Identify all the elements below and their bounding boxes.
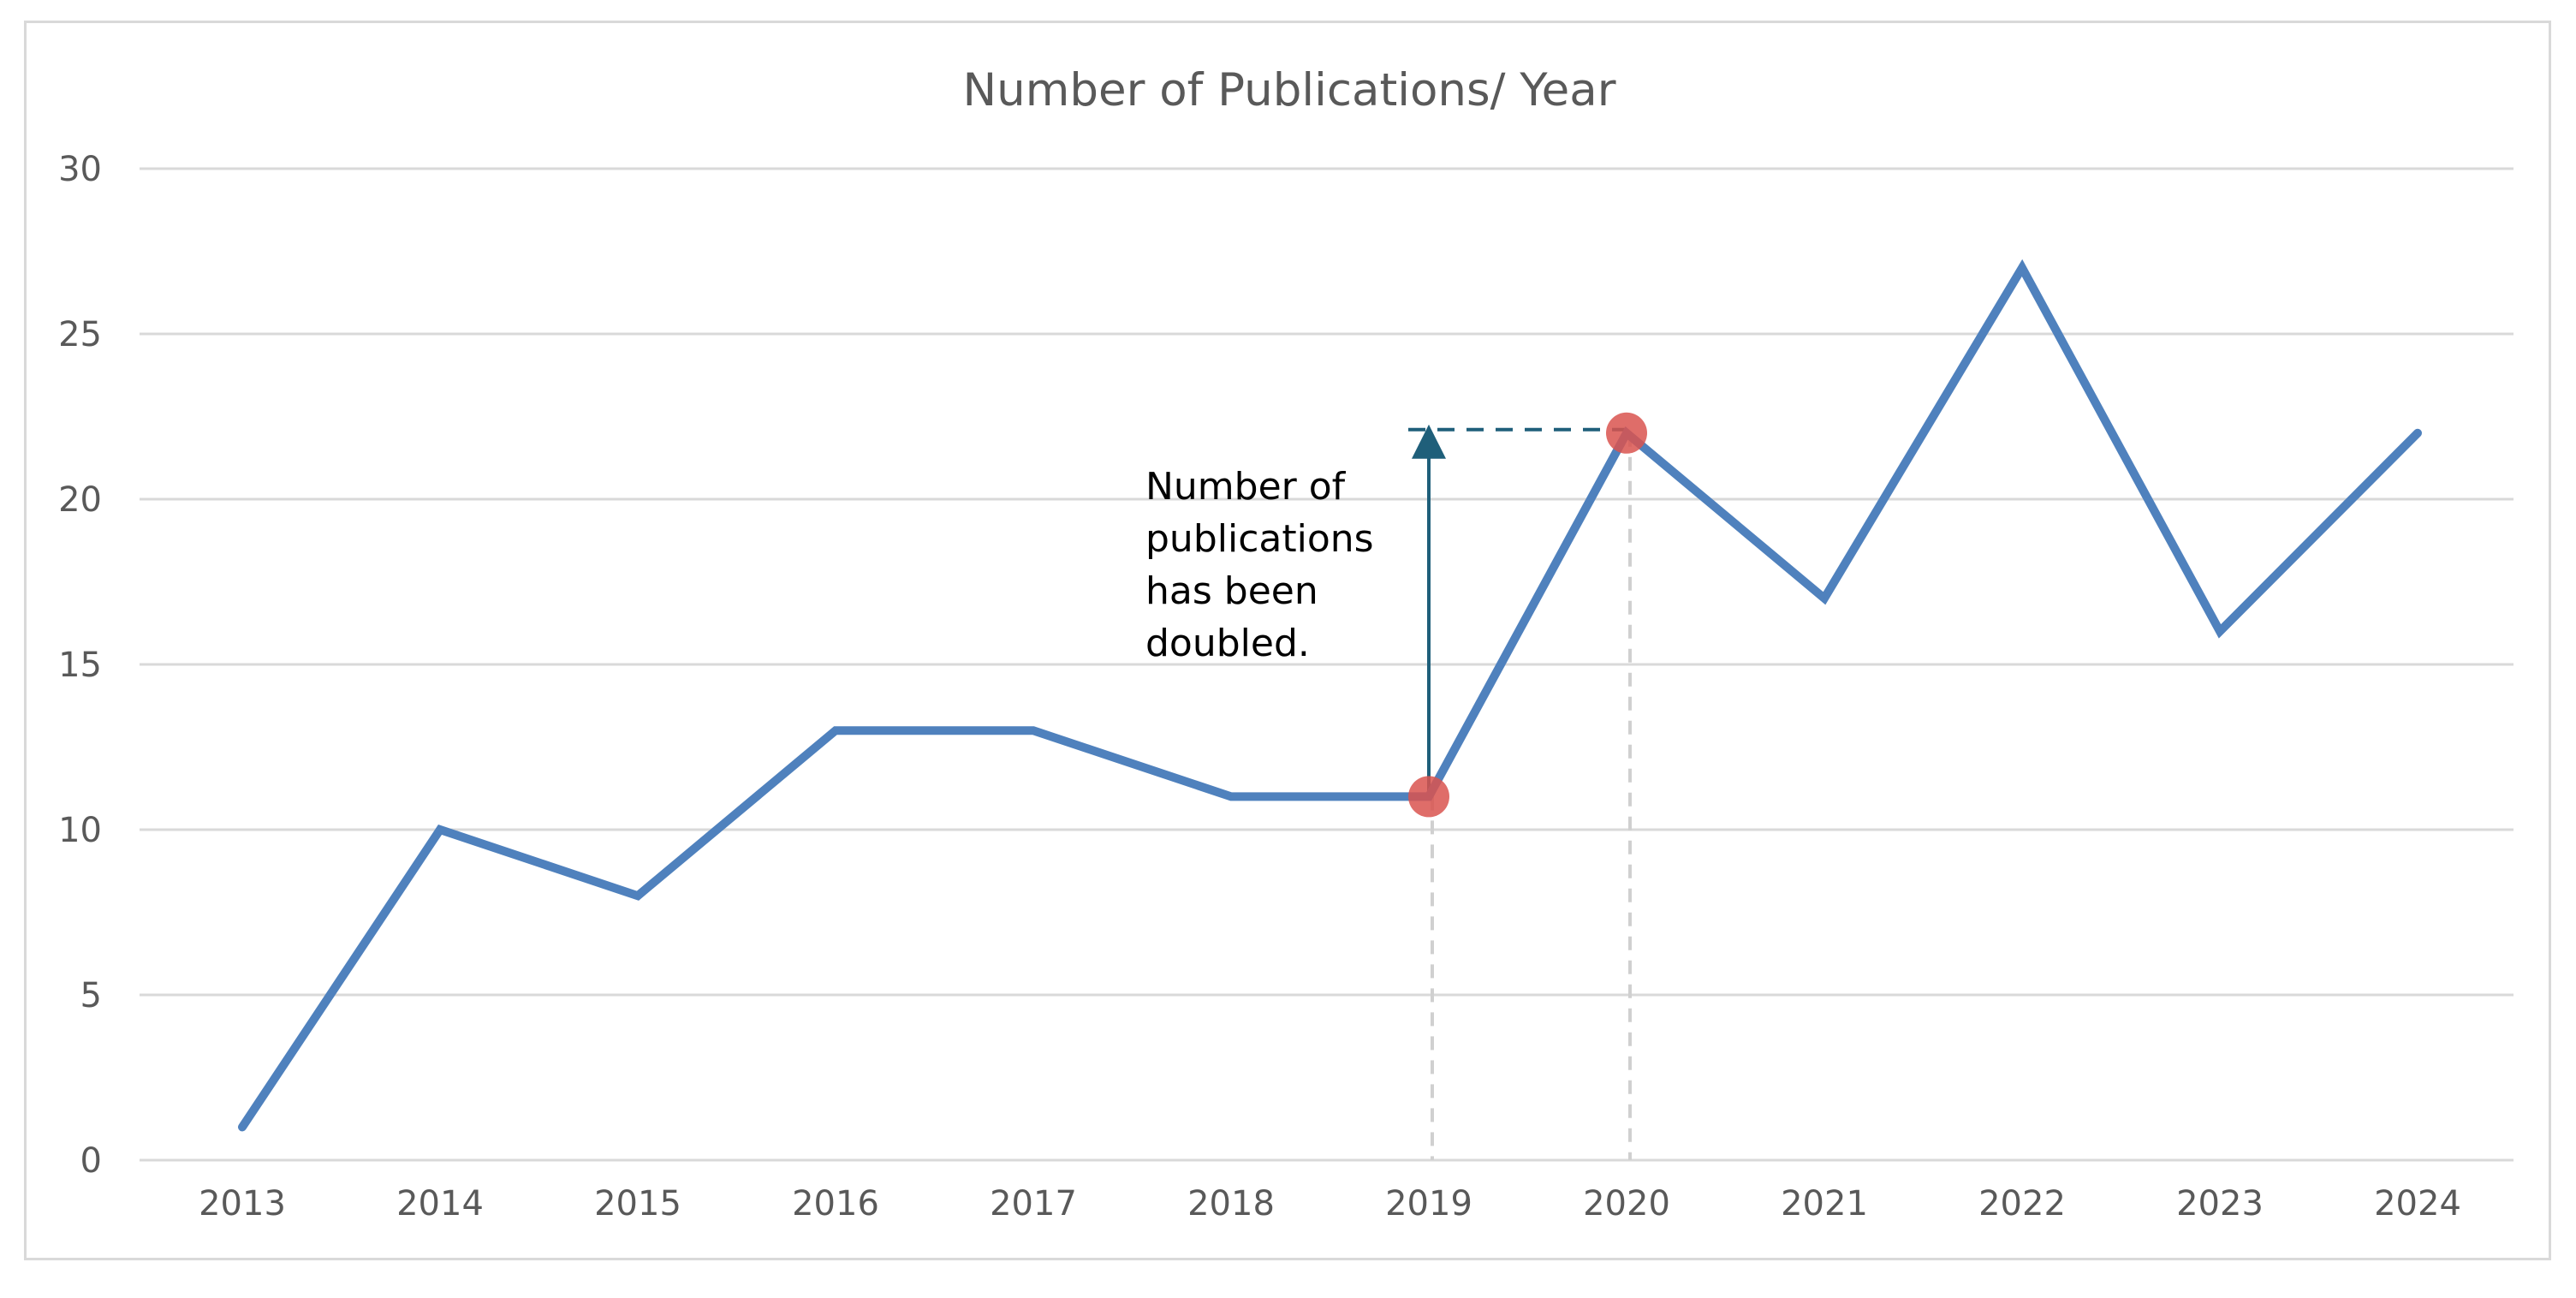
- y-tick-label: 15: [58, 646, 102, 685]
- data-point: [241, 1126, 243, 1128]
- x-tick-label: 2018: [1187, 1184, 1275, 1224]
- x-tick-label: 2014: [396, 1184, 484, 1224]
- data-point: [1823, 597, 1825, 599]
- series: [238, 259, 2422, 1132]
- x-tick-label: 2024: [2374, 1184, 2461, 1224]
- x-tick-label: 2015: [594, 1184, 681, 1224]
- x-axis-ticks: 2013 2014 2015 2016 2017 2018 2019 2020 2021 2022…: [199, 1184, 2461, 1224]
- highlighted-points: [1408, 412, 1647, 818]
- chart-title: Number of Publications/ Year: [962, 64, 1615, 116]
- x-tick-label: 2017: [990, 1184, 1077, 1224]
- x-tick-label: 2013: [199, 1184, 286, 1224]
- data-point: [1230, 795, 1232, 798]
- x-tick-label: 2023: [2176, 1184, 2264, 1224]
- y-tick-label: 0: [80, 1141, 102, 1181]
- y-tick-label: 10: [58, 811, 102, 850]
- y-axis-ticks: 0 5 10 15 20 25 30: [58, 150, 102, 1181]
- x-tick-label: 2019: [1385, 1184, 1472, 1224]
- x-tick-label: 2016: [792, 1184, 879, 1224]
- annotation-text-line: Number of: [1145, 465, 1347, 509]
- data-point: [835, 729, 836, 732]
- annotation: Number of publications has been doubled.: [1145, 424, 1627, 797]
- highlight-marker: [1606, 412, 1647, 454]
- gridlines: [140, 167, 2514, 1162]
- series-line-0: [238, 259, 2422, 1132]
- x-tick-label: 2020: [1583, 1184, 1670, 1224]
- data-point: [2219, 630, 2221, 633]
- annotation-text-line: publications: [1145, 517, 1374, 561]
- highlight-marker: [1408, 776, 1449, 818]
- y-tick-label: 5: [80, 976, 102, 1015]
- data-point: [1032, 729, 1034, 732]
- line-chart: Number of Publications/ Year 0 5 10 15 20 25 3…: [58, 64, 2514, 1224]
- annotation-text-line: doubled.: [1145, 622, 1310, 665]
- annotation-text-line: has been: [1145, 569, 1318, 613]
- data-point: [2021, 266, 2023, 269]
- data-point: [637, 895, 639, 897]
- y-tick-label: 30: [58, 150, 102, 189]
- x-tick-label: 2022: [1978, 1184, 2066, 1224]
- data-point: [2417, 432, 2418, 434]
- y-tick-label: 25: [58, 315, 102, 354]
- drop-lines: [1431, 432, 1632, 1160]
- x-tick-label: 2021: [1781, 1184, 1868, 1224]
- data-point: [439, 829, 441, 831]
- y-tick-label: 20: [58, 480, 102, 520]
- chart-frame: Number of Publications/ Year 0 5 10 15 20 25 3…: [24, 21, 2551, 1260]
